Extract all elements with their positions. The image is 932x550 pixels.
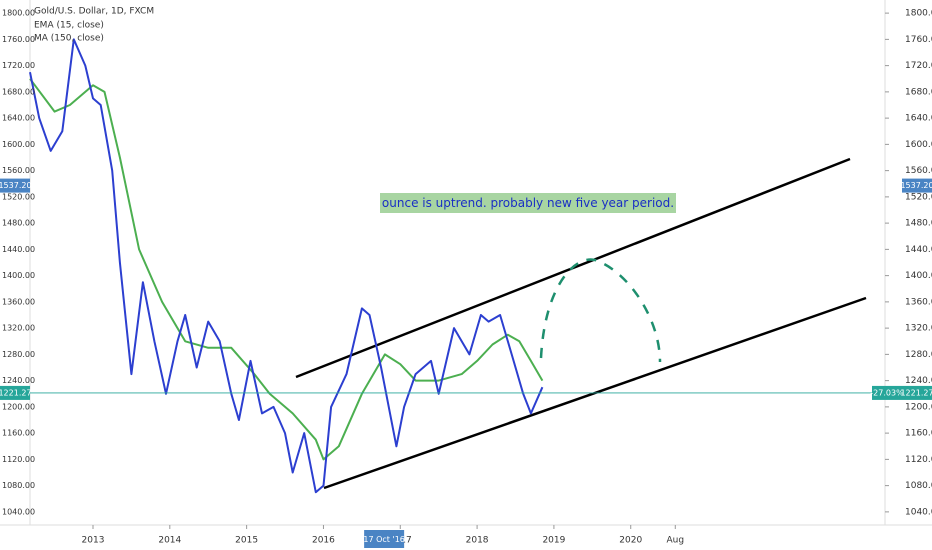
y-tick-label-left: 1120.00 bbox=[2, 455, 35, 464]
series-line bbox=[29, 78, 544, 461]
chart-title: Gold/U.S. Dollar, 1D, FXCM bbox=[34, 7, 154, 17]
price-label-right: 1537.20 bbox=[900, 181, 932, 190]
price-box-left bbox=[0, 178, 30, 193]
annotation-box bbox=[380, 193, 676, 213]
price-label-right: 1221.27 bbox=[900, 388, 932, 397]
y-tick-label: 1640.00 bbox=[905, 114, 932, 124]
y-tick-label-left: 1800.00 bbox=[2, 9, 35, 18]
y-tick-label-left: 1560.00 bbox=[2, 166, 35, 175]
x-tick-label: 2018 bbox=[466, 536, 489, 546]
y-tick-label: 1600.00 bbox=[905, 140, 932, 150]
x-tick-label: 2016 bbox=[312, 536, 335, 546]
y-tick-label-left: 1080.00 bbox=[2, 481, 35, 490]
y-tick-label-left: 1720.00 bbox=[2, 61, 35, 70]
series-line bbox=[29, 38, 544, 494]
y-tick-label: 1200.00 bbox=[905, 402, 932, 412]
x-tick-label: 2019 bbox=[542, 536, 565, 546]
y-tick-label-left: 1280.00 bbox=[2, 350, 35, 359]
x-tick-label: 2020 bbox=[619, 536, 642, 546]
y-tick-label: 1560.00 bbox=[905, 166, 932, 176]
y-tick-label: 1520.00 bbox=[905, 192, 932, 202]
y-tick-label: 1080.00 bbox=[905, 481, 932, 491]
y-tick-label-left: 1040.00 bbox=[2, 507, 35, 516]
price-label-left: 1537.20 bbox=[0, 181, 32, 190]
crosshair-box bbox=[364, 530, 405, 548]
y-tick-label-left: 1360.00 bbox=[2, 297, 35, 306]
y-tick-label: 1160.00 bbox=[905, 429, 932, 439]
y-tick-label: 1440.00 bbox=[905, 245, 932, 255]
y-tick-label: 1360.00 bbox=[905, 297, 932, 307]
legend-entry: MA (150, close) bbox=[34, 34, 104, 44]
crosshair-label: 17 Oct '16 bbox=[363, 535, 404, 544]
price-box-left bbox=[0, 385, 30, 400]
projection-arc bbox=[539, 258, 662, 363]
price-box-right bbox=[902, 385, 932, 400]
y-tick-label: 1480.00 bbox=[905, 219, 932, 229]
annotation: ounce is uptrend. probably new five year… bbox=[382, 196, 674, 210]
x-tick-label: Aug bbox=[666, 536, 684, 546]
price-label-left: 1221.27 bbox=[0, 388, 32, 397]
y-tick-label-left: 1440.00 bbox=[2, 245, 35, 254]
y-tick-label: 1680.00 bbox=[905, 87, 932, 97]
change-label: -27.03% bbox=[870, 388, 904, 397]
y-tick-label-left: 1520.00 bbox=[2, 192, 35, 201]
y-tick-label-left: 1680.00 bbox=[2, 87, 35, 96]
y-tick-label-left: 1760.00 bbox=[2, 35, 35, 44]
y-tick-label-left: 1200.00 bbox=[2, 402, 35, 411]
y-tick-label-left: 1600.00 bbox=[2, 140, 35, 149]
y-tick-label: 1240.00 bbox=[905, 376, 932, 386]
x-tick-label: 2013 bbox=[82, 536, 105, 546]
y-tick-label: 1320.00 bbox=[905, 324, 932, 334]
y-tick-label: 1040.00 bbox=[905, 507, 932, 517]
y-tick-label-left: 1320.00 bbox=[2, 324, 35, 333]
x-tick-label: 2015 bbox=[235, 536, 258, 546]
y-tick-label: 1400.00 bbox=[905, 271, 932, 281]
change-box bbox=[872, 385, 902, 400]
x-tick-label: 2014 bbox=[158, 536, 181, 546]
y-tick-label: 1120.00 bbox=[905, 455, 932, 465]
y-tick-label-left: 1160.00 bbox=[2, 429, 35, 438]
y-tick-label-left: 1640.00 bbox=[2, 114, 35, 123]
y-tick-label: 1800.00 bbox=[905, 9, 932, 19]
y-tick-label-left: 1240.00 bbox=[2, 376, 35, 385]
y-tick-label: 1760.00 bbox=[905, 35, 932, 45]
y-tick-label: 1280.00 bbox=[905, 350, 932, 360]
y-tick-label: 1720.00 bbox=[905, 61, 932, 71]
price-box-right bbox=[902, 178, 932, 193]
y-tick-label-left: 1480.00 bbox=[2, 219, 35, 228]
legend-entry: EMA (15, close) bbox=[34, 21, 104, 31]
y-tick-label-left: 1400.00 bbox=[2, 271, 35, 280]
